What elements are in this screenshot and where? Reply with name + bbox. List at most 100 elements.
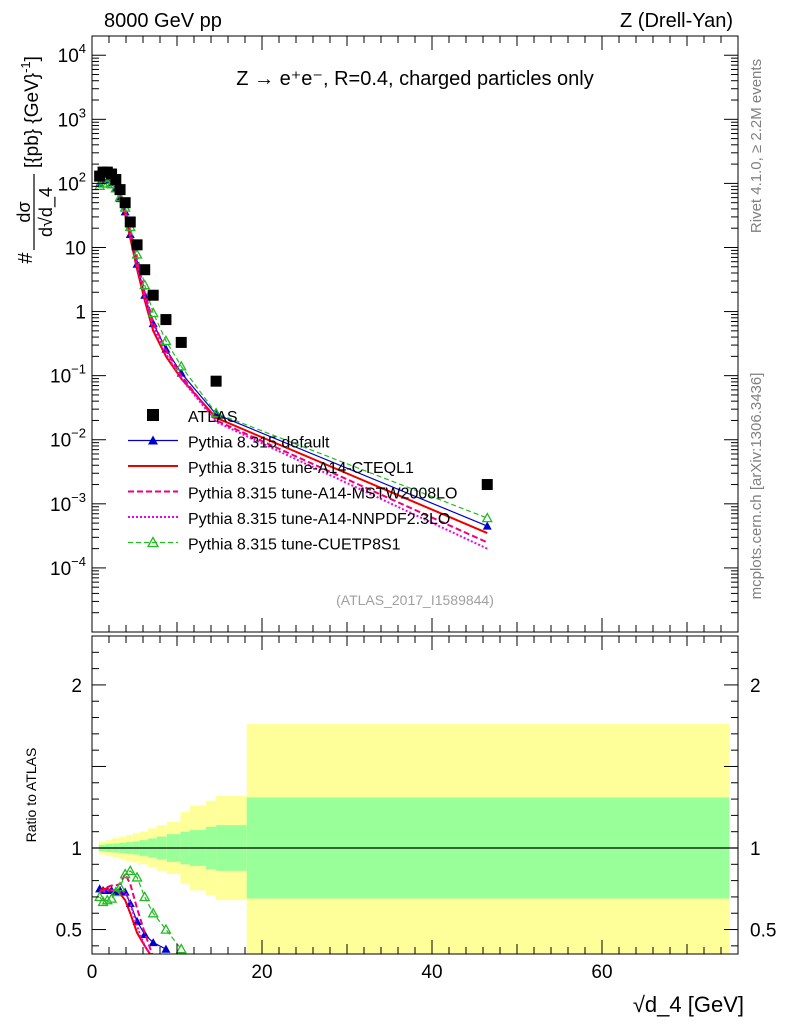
cuetp8s1-point	[101, 894, 113, 905]
cuetp8s1-point	[160, 334, 172, 346]
cuetp8s1-point	[114, 881, 126, 892]
default-point	[120, 887, 130, 896]
x-tick-label: 60	[591, 962, 612, 983]
ratio-y-tick-label-right: 1	[750, 839, 761, 860]
atlas-data-point	[210, 375, 222, 387]
tick-base: 10	[50, 495, 71, 516]
tick-exponent: −2	[71, 426, 86, 441]
legend-item-data: ATLAS	[147, 409, 238, 426]
legend-label: Pythia 8.315 tune-A14-CTEQL1	[188, 460, 414, 477]
atlas-data-point	[147, 409, 159, 421]
main-y-tick-label: 1	[75, 303, 86, 324]
cuetp8s1-point	[94, 179, 106, 190]
y-label-units-exp: -1	[18, 61, 33, 73]
legend-item-cuetp8s1: Pythia 8.315 tune-CUETP8S1	[128, 536, 401, 554]
tick-exponent: −3	[71, 490, 86, 505]
tick-base: 10	[50, 559, 71, 580]
atlas-data-point	[114, 184, 126, 196]
cuetp8s1-point	[131, 871, 143, 882]
analysis-id: (ATLAS_2017_I1589844)	[336, 592, 494, 608]
legend-item-cteql1: Pythia 8.315 tune-A14-CTEQL1	[128, 460, 414, 477]
rivet-version-label: Rivet 4.1.0, ≥ 2.2M events	[748, 59, 765, 233]
ratio-y-tick-label: 1	[71, 839, 82, 860]
x-tick-label: 20	[251, 962, 272, 983]
atlas-data-point	[110, 174, 122, 186]
atlas-data-point	[175, 336, 187, 348]
y-label-numerator: dσ	[14, 201, 34, 222]
tick-exponent: −1	[71, 362, 86, 377]
main-y-tick-label: 10−3	[50, 490, 86, 516]
tick-base: 10	[50, 431, 71, 452]
atlas-data-point	[481, 479, 493, 491]
tick-exponent: 4	[79, 41, 86, 56]
cuetp8s1-point	[97, 895, 109, 907]
y-label-units: [{pb} {GeV}-1]	[18, 56, 43, 168]
cteql1-ratio-line	[99, 887, 152, 954]
cuetp8s1-point	[131, 248, 143, 259]
cuetp8s1-point	[160, 923, 172, 934]
default-point	[140, 929, 150, 939]
atlas-data-point	[160, 314, 172, 326]
legend-item-default: Pythia 8.315 default	[128, 435, 330, 452]
main-y-tick-label: 10−1	[50, 362, 86, 388]
cuetp8s1-ratio-line	[99, 870, 182, 950]
legend-label: Pythia 8.315 default	[188, 435, 330, 452]
tick-base: 1	[75, 303, 86, 324]
main-y-tick-label: 10	[65, 238, 86, 259]
tick-base: 10	[58, 110, 79, 131]
cuetp8s1-point	[119, 868, 131, 879]
atlas-data-point	[124, 216, 136, 228]
legend-item-mstw: Pythia 8.315 tune-A14-MSTW2008LO	[128, 486, 457, 503]
tick-base: 10	[65, 238, 86, 259]
cuetp8s1-point	[105, 892, 118, 903]
energy-label: 8000 GeV pp	[104, 10, 222, 32]
cuetp8s1-point	[146, 536, 160, 548]
cuetp8s1-point	[110, 886, 122, 897]
default-point	[161, 944, 171, 953]
atlas-data-point	[147, 289, 159, 301]
legend-label: ATLAS	[188, 409, 238, 426]
y-label-units-close: ]	[22, 56, 43, 61]
ratio-y-tick-label: 0.5	[56, 921, 82, 942]
tick-exponent: −4	[71, 554, 86, 569]
tick-exponent: 2	[79, 169, 86, 184]
main-y-tick-label: 104	[58, 41, 86, 67]
tick-base: 10	[50, 367, 71, 388]
main-y-tick-label: 10−4	[50, 554, 86, 580]
atlas-data-point	[139, 264, 151, 276]
ratio-y-tick-label-right: 0.5	[750, 921, 776, 942]
ratio-plot-axes: 0 20 40 60 0.5 0.5 1 1 2 2	[56, 635, 776, 983]
process-label: Z (Drell-Yan)	[620, 10, 733, 32]
main-y-tick-label: 10−2	[50, 426, 86, 452]
y-label-denominator: d√d_4	[36, 187, 57, 237]
legend-label: Pythia 8.315 tune-A14-NNPDF2.3LO	[188, 511, 450, 528]
nnpdf-ratio-line	[99, 889, 152, 954]
tick-base: 10	[58, 174, 79, 195]
default-point	[148, 435, 158, 445]
plot-title: Z → e⁺e⁻, R=0.4, charged particles only	[236, 68, 593, 90]
atlas-data-point	[119, 197, 131, 209]
cuetp8s1-point	[139, 891, 151, 902]
cuetp8s1-point	[481, 512, 493, 523]
default-point	[148, 938, 158, 947]
default-point	[482, 521, 492, 530]
cuetp8s1-point	[139, 279, 151, 290]
main-y-tick-label: 102	[58, 169, 86, 195]
cuetp8s1-point	[210, 407, 222, 418]
cuetp8s1-point	[124, 864, 136, 876]
ratio-y-axis-label: Ratio to ATLAS	[23, 748, 39, 843]
default-point	[132, 916, 142, 925]
main-y-tick-label: 103	[58, 105, 86, 131]
atlas-data-point	[131, 239, 143, 251]
x-axis-label: √d_4 [GeV]	[633, 992, 744, 1017]
legend-item-nnpdf: Pythia 8.315 tune-A14-NNPDF2.3LO	[128, 511, 450, 528]
ratio-y-tick-label-right: 2	[750, 676, 761, 697]
cuetp8s1-point	[175, 943, 187, 954]
cuetp8s1-point	[147, 907, 159, 918]
x-tick-label: 40	[421, 962, 442, 983]
y-label-prefix: #	[15, 252, 37, 264]
ratio-y-tick-label: 2	[71, 676, 82, 697]
main-plot-content	[94, 166, 493, 550]
